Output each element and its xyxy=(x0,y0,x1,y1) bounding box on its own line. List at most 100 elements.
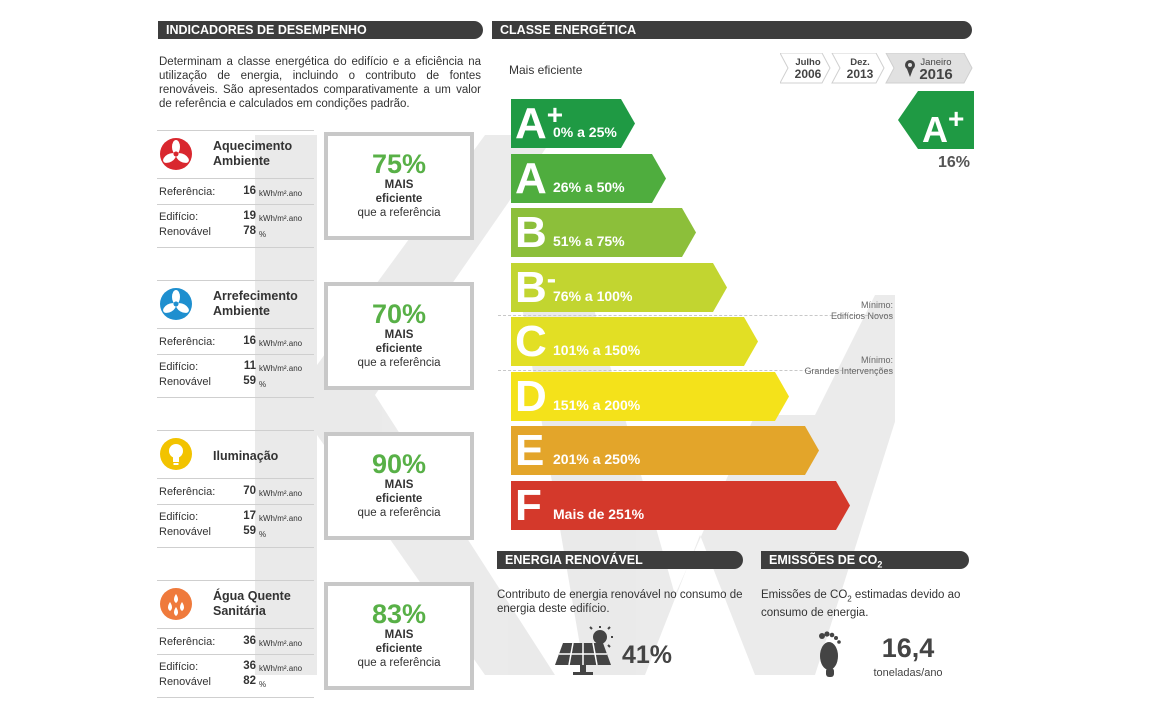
performance-ref: que a referência xyxy=(357,507,441,519)
edificio-unit: kWh/m².ano xyxy=(259,214,303,223)
bar-letter: D xyxy=(515,372,547,421)
renewable-value: 41% xyxy=(622,641,673,669)
emissions-unit: toneladas/ano xyxy=(873,667,943,679)
performance-mais: MAIS xyxy=(384,479,414,491)
edificio-unit: kWh/m².ano xyxy=(259,364,303,373)
performance-percent: 75% xyxy=(371,149,427,179)
performance-mais: MAIS xyxy=(384,629,414,641)
referencia-value: 16 xyxy=(243,335,256,347)
water-drops-icon xyxy=(160,588,192,620)
performance-ref: que a referência xyxy=(357,207,441,219)
award-icon xyxy=(905,60,915,77)
bar-range: Mais de 251% xyxy=(553,506,645,522)
date-month: Janeiro xyxy=(920,57,952,68)
renovavel-label: Renovável xyxy=(159,526,211,538)
performance-eficiente: eficiente xyxy=(375,193,423,205)
performance-eficiente: eficiente xyxy=(375,643,423,655)
emissions-value: 16,4 xyxy=(881,633,935,663)
renovavel-value: 82 xyxy=(243,675,256,687)
date-year: 2013 xyxy=(846,67,874,81)
result-percent: 16% xyxy=(937,154,970,171)
referencia-value: 16 xyxy=(243,185,256,197)
renovavel-value: 59 xyxy=(243,525,256,537)
minimo-line-1 xyxy=(498,315,893,316)
bar-range: 101% a 150% xyxy=(553,342,641,358)
minimo-intervencoes: Mínimo: Grandes Intervenções xyxy=(804,355,893,376)
date-year: 2016 xyxy=(919,66,953,83)
referencia-unit: kWh/m².ano xyxy=(259,189,303,198)
performance-box: 75% MAIS eficiente que a referência xyxy=(324,132,474,240)
renovavel-unit: % xyxy=(259,230,267,239)
energy-bar-7: F Mais de 251% xyxy=(511,481,850,530)
performance-eficiente: eficiente xyxy=(375,343,423,355)
bar-range: 201% a 250% xyxy=(553,451,641,467)
solar-panel-icon xyxy=(555,626,613,675)
indicator-title: Iluminação xyxy=(213,449,279,463)
energy-bar-3: B- 76% a 100% xyxy=(511,263,727,312)
renovavel-value: 59 xyxy=(243,375,256,387)
performance-percent: 90% xyxy=(371,449,427,479)
referencia-label: Referência: xyxy=(159,336,216,348)
referencia-unit: kWh/m².ano xyxy=(259,639,303,648)
performance-ref: que a referência xyxy=(357,657,441,669)
renovavel-label: Renovável xyxy=(159,226,211,238)
indicator-title: Arrefecimento Ambiente xyxy=(213,289,298,318)
bar-range: 51% a 75% xyxy=(553,233,625,249)
lightbulb-icon xyxy=(160,438,192,470)
bar-letter: B xyxy=(515,208,547,257)
performance-box: 70% MAIS eficiente que a referência xyxy=(324,282,474,390)
edificio-label: Edifício: xyxy=(159,511,199,523)
footprint-icon xyxy=(819,631,841,677)
performance-mais: MAIS xyxy=(384,179,414,191)
edificio-label: Edifício: xyxy=(159,661,199,673)
renovavel-label: Renovável xyxy=(159,376,211,388)
emissions-description: Emissões de CO2 estimadas devido ao cons… xyxy=(761,589,961,620)
referencia-label: Referência: xyxy=(159,486,216,498)
indicators-header: INDICADORES DE DESEMPENHO xyxy=(158,21,483,39)
renovavel-value: 78 xyxy=(243,225,256,237)
renovavel-unit: % xyxy=(259,380,267,389)
indicator-title: Água Quente Sanitária xyxy=(213,589,291,618)
minimo-novos: Mínimo: Edifícios Novos xyxy=(830,300,893,321)
energy-bar-2: B 51% a 75% xyxy=(511,208,696,257)
referencia-unit: kWh/m².ano xyxy=(259,489,303,498)
result-letter: A+ xyxy=(922,103,965,150)
renovavel-unit: % xyxy=(259,530,267,539)
edificio-value: 17 xyxy=(243,510,256,522)
bar-letter: B- xyxy=(515,263,557,312)
energy-bar-5: D 151% a 200% xyxy=(511,372,789,421)
emissions-header: EMISSÕES DE CO2 xyxy=(761,551,969,570)
bar-range: 151% a 200% xyxy=(553,397,641,413)
mais-eficiente-label: Mais eficiente xyxy=(509,63,583,77)
indicator-title: Aquecimento Ambiente xyxy=(213,139,293,168)
bar-letter: A xyxy=(515,154,547,203)
renovavel-unit: % xyxy=(259,680,267,689)
renewable-header: ENERGIA RENOVÁVEL xyxy=(497,551,743,569)
edificio-label: Edifício: xyxy=(159,361,199,373)
edificio-label: Edifício: xyxy=(159,211,199,223)
date-month: Julho xyxy=(795,57,821,68)
referencia-unit: kWh/m².ano xyxy=(259,339,303,348)
minimo-line-2 xyxy=(498,370,893,371)
bar-letter: A+ xyxy=(515,99,564,148)
referencia-label: Referência: xyxy=(159,636,216,648)
date-tab-2006: Julho 2006 xyxy=(785,53,831,83)
bar-letter: F xyxy=(515,481,542,530)
bar-letter: C xyxy=(515,317,547,366)
edificio-unit: kWh/m².ano xyxy=(259,664,303,673)
referencia-value: 70 xyxy=(243,485,256,497)
energy-bar-4: C 101% a 150% xyxy=(511,317,758,366)
energy-bar-1: A 26% a 50% xyxy=(511,154,666,203)
edificio-value: 36 xyxy=(243,660,256,672)
energy-bar-0: A+ 0% a 25% xyxy=(511,99,635,148)
date-month: Dez. xyxy=(850,57,870,68)
performance-mais: MAIS xyxy=(384,329,414,341)
bar-range: 0% a 25% xyxy=(553,124,617,140)
bar-range: 76% a 100% xyxy=(553,288,633,304)
edificio-value: 11 xyxy=(243,360,256,372)
result-badge xyxy=(898,91,974,149)
referencia-value: 36 xyxy=(243,635,256,647)
edificio-unit: kWh/m².ano xyxy=(259,514,303,523)
date-year: 2006 xyxy=(794,67,822,81)
performance-box: 83% MAIS eficiente que a referência xyxy=(324,582,474,690)
